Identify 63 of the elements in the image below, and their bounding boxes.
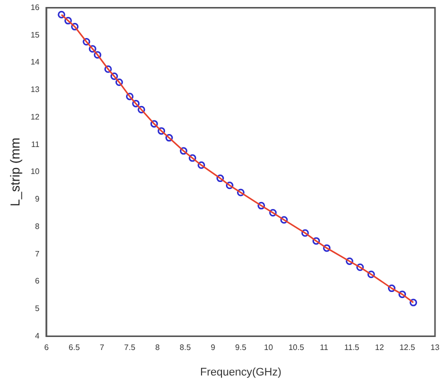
point [82, 38, 90, 46]
x-tick-label: 12 [375, 343, 384, 352]
x-tick-label: 9.5 [235, 343, 247, 352]
point [132, 100, 140, 108]
x-tick-label: 13 [430, 343, 440, 352]
x-tick-label: 8 [155, 343, 160, 352]
x-tick-label: 12.5 [399, 343, 416, 352]
point [158, 127, 166, 135]
x-axis-title: Frequency(GHz) [200, 366, 282, 378]
point [64, 16, 72, 24]
x-tick-label: 10 [264, 343, 274, 352]
point [280, 216, 288, 224]
point [216, 174, 224, 182]
y-tick-label: 16 [30, 3, 40, 12]
point [198, 161, 206, 169]
point [269, 209, 277, 217]
x-tick-label: 7 [100, 343, 105, 352]
point [126, 92, 134, 100]
point [323, 244, 331, 252]
point [388, 284, 396, 292]
point [104, 65, 112, 73]
x-tick-label: 6 [44, 343, 50, 352]
y-tick-label: 12 [30, 112, 40, 122]
point [94, 51, 102, 59]
point [410, 298, 418, 306]
point [367, 270, 375, 278]
y-tick-label: 10 [30, 167, 40, 176]
y-tick-label: 4 [35, 331, 40, 340]
point [88, 45, 96, 53]
point [301, 229, 309, 237]
y-tick-label: 13 [30, 85, 40, 94]
point [237, 188, 244, 196]
point [115, 78, 123, 86]
point [188, 154, 196, 162]
x-tick-label: 7.5 [124, 343, 136, 352]
point [110, 72, 118, 80]
x-tick-label: 11 [320, 343, 329, 352]
point [165, 134, 173, 142]
x-tick-label: 11.5 [344, 343, 360, 352]
y-tick-label: 9 [35, 194, 40, 204]
y-tick-label: 5 [35, 304, 40, 314]
point [226, 182, 234, 190]
y-tick-label: 8 [35, 222, 40, 231]
point [71, 22, 79, 30]
point [312, 237, 320, 245]
x-tick-label: 10.5 [288, 343, 305, 352]
point [258, 202, 266, 210]
y-tick-label: 6 [35, 276, 40, 286]
x-tick-label: 9 [210, 343, 216, 352]
point [398, 290, 406, 298]
point [58, 10, 66, 18]
point [150, 120, 158, 128]
point [346, 257, 354, 265]
point [356, 263, 364, 271]
y-tick-label: 7 [35, 249, 40, 258]
point [138, 106, 146, 114]
x-tick-label: 6.5 [68, 343, 80, 352]
x-tick-label: 8.5 [180, 343, 192, 352]
point [180, 147, 188, 155]
y-tick-label: 14 [30, 58, 40, 67]
y-tick-label: 15 [30, 30, 40, 40]
y-axis-title: L_strip (mm [7, 138, 22, 206]
y-tick-label: 11 [31, 140, 40, 149]
